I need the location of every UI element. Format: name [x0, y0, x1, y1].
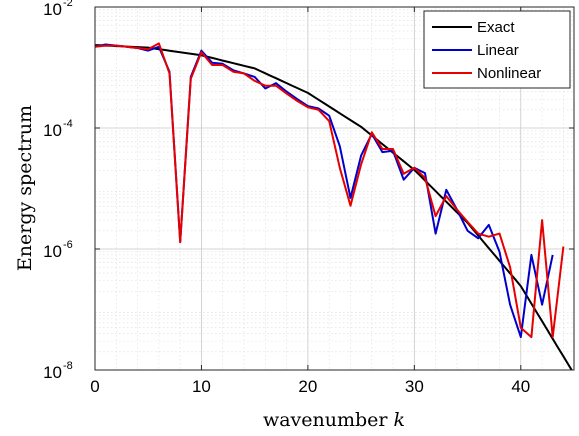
x-axis-title: wavenumber k — [263, 409, 405, 431]
y-tick-label: 10 — [43, 363, 62, 382]
y-tick-label: 10 — [43, 0, 62, 19]
y-tick-label-exponent: -8 — [63, 360, 73, 372]
legend-label-nonlinear: Nonlinear — [477, 65, 541, 82]
x-tick-labels: 0 10 20 30 40 — [90, 377, 530, 396]
y-tick-label-exponent: -2 — [63, 0, 73, 9]
plot-frame — [94, 6, 575, 371]
x-tick-label: 10 — [192, 377, 211, 396]
legend: Exact Linear Nonlinear — [423, 10, 571, 89]
x-tick-label: 40 — [511, 377, 530, 396]
y-tick-label-exponent: -6 — [63, 239, 73, 251]
y-axis-title: Energy spectrum — [14, 105, 36, 271]
y-tick-label: 10 — [43, 121, 62, 140]
y-tick-label: 10 — [43, 242, 62, 261]
y-tick-label-exponent: -4 — [63, 118, 73, 130]
legend-label-linear: Linear — [477, 42, 519, 59]
ticks — [94, 6, 574, 371]
series-line-nonlinear — [95, 42, 565, 339]
x-tick-label: 20 — [298, 377, 317, 396]
x-tick-label: 30 — [405, 377, 424, 396]
x-tick-label: 0 — [90, 377, 99, 396]
y-tick-labels: 10-810-610-410-2 — [43, 0, 73, 382]
series-layer — [95, 42, 573, 370]
series-line-exact — [95, 44, 573, 370]
legend-label-exact: Exact — [477, 19, 515, 36]
